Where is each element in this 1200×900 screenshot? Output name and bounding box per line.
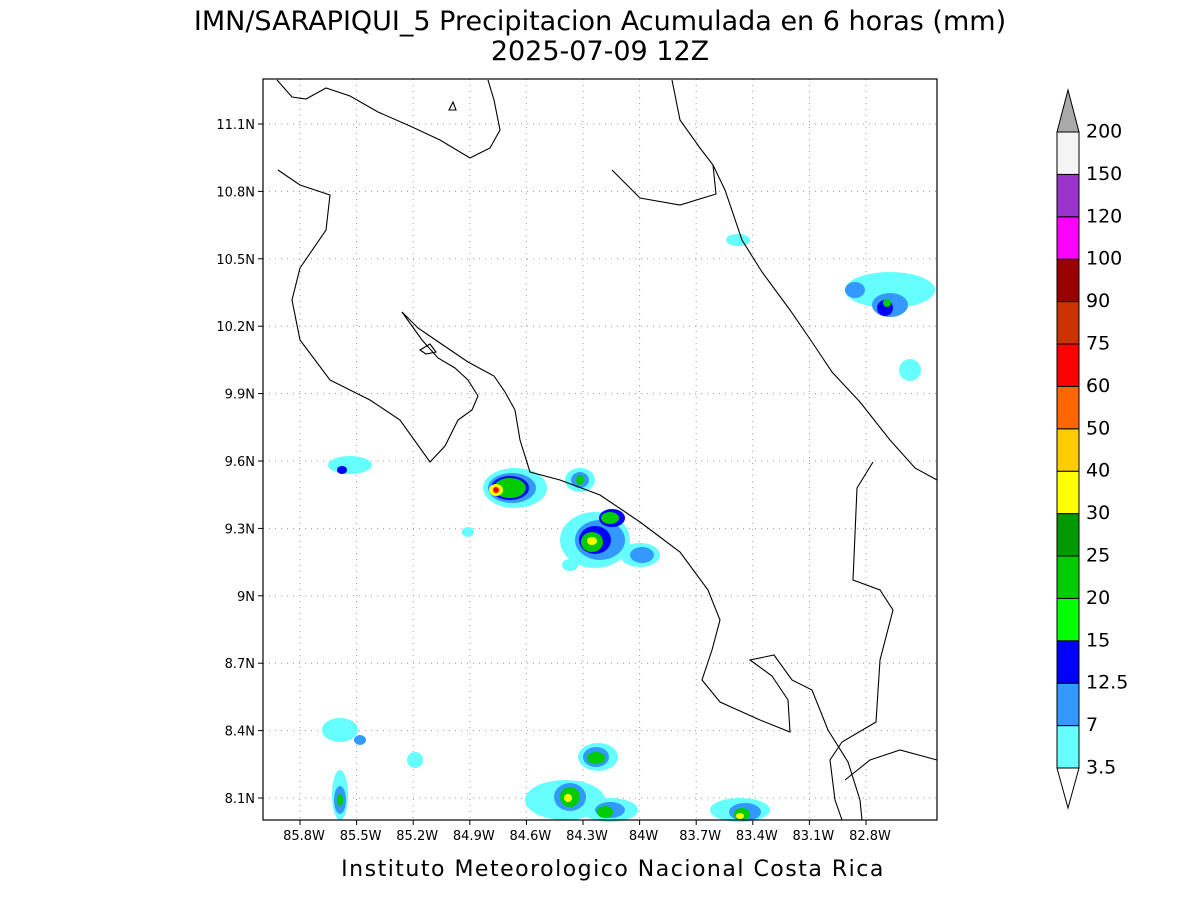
colorbar-box: [1056, 682, 1080, 727]
colorbar-box: [1056, 428, 1080, 472]
colorbar-label: 3.5: [1086, 757, 1116, 779]
colorbar-label: 90: [1086, 290, 1110, 312]
lat-tick-label: 8.1N: [225, 792, 255, 807]
lat-tick-label: 10.5N: [216, 253, 255, 268]
lon-tick-label: 83.4W: [736, 829, 778, 844]
coastline: [276, 79, 938, 821]
lon-tick-label: 82.8W: [849, 829, 891, 844]
colorbar-box: [1056, 555, 1080, 599]
colorbar-label: 120: [1086, 205, 1122, 227]
lat-tick-label: 10.8N: [216, 185, 255, 200]
lon-tick-label: 84.9W: [453, 829, 495, 844]
lon-tick-label: 84W: [629, 829, 659, 844]
colorbar-label: 40: [1086, 460, 1110, 482]
colorbar-box: [1056, 301, 1080, 345]
precipitation: [322, 234, 935, 822]
colorbar-over: [1056, 88, 1080, 133]
colorbar-label: 12.5: [1086, 672, 1128, 694]
colorbar-label: 75: [1086, 333, 1110, 355]
colorbar-box: [1056, 513, 1080, 557]
colorbar-label: 25: [1086, 545, 1110, 567]
lon-tick-label: 85.5W: [340, 829, 382, 844]
lat-tick-label: 9.6N: [225, 455, 255, 470]
colorbar-label: 50: [1086, 417, 1110, 439]
colorbar-box: [1056, 343, 1080, 387]
title: IMN/SARAPIQUI_5 Precipitacion Acumulada …: [194, 6, 1006, 37]
colorbar-label: 30: [1086, 502, 1110, 524]
lon-tick-label: 83.1W: [792, 829, 834, 844]
colorbar-label: 60: [1086, 375, 1110, 397]
colorbar-box: [1056, 470, 1080, 515]
colorbar-label: 15: [1086, 629, 1110, 651]
lon-tick-label: 83.7W: [679, 829, 721, 844]
colorbar-label: 7: [1086, 714, 1098, 736]
lat-tick-label: 9N: [237, 590, 255, 605]
colorbar-box: [1056, 640, 1080, 684]
lat-tick-label: 9.3N: [225, 522, 255, 537]
colorbar-under: [1056, 767, 1080, 810]
colorbar-label: 200: [1086, 121, 1122, 143]
lat-tick-label: 11.1N: [216, 118, 255, 133]
colorbar-box: [1056, 725, 1080, 769]
lon-tick-label: 85.2W: [396, 829, 438, 844]
map-frame: [262, 78, 938, 821]
lat-tick-label: 9.9N: [225, 388, 255, 403]
lon-tick-label: 84.6W: [509, 829, 551, 844]
lon-tick-label: 85.8W: [283, 829, 325, 844]
colorbar-box: [1056, 216, 1080, 260]
colorbar-label: 100: [1086, 248, 1122, 270]
colorbar-box: [1056, 385, 1080, 430]
footer: Instituto Meteorologico Nacional Costa R…: [341, 857, 885, 882]
colorbar-box: [1056, 597, 1080, 642]
lon-tick-label: 84.3W: [566, 829, 608, 844]
lat-tick-label: 8.7N: [225, 657, 255, 672]
colorbar-box: [1056, 173, 1080, 218]
subtitle: 2025-07-09 12Z: [491, 36, 709, 67]
lat-tick-label: 8.4N: [225, 725, 255, 740]
lat-tick-label: 10.2N: [216, 320, 255, 335]
colorbar: 3.5 7 12.5 15 20 25 30 40 50 60 75 90 100 120 150 200: [1056, 88, 1128, 810]
colorbar-label: 150: [1086, 163, 1122, 185]
colorbar-box: [1056, 258, 1080, 303]
colorbar-box: [1056, 131, 1080, 175]
colorbar-label: 20: [1086, 587, 1110, 609]
